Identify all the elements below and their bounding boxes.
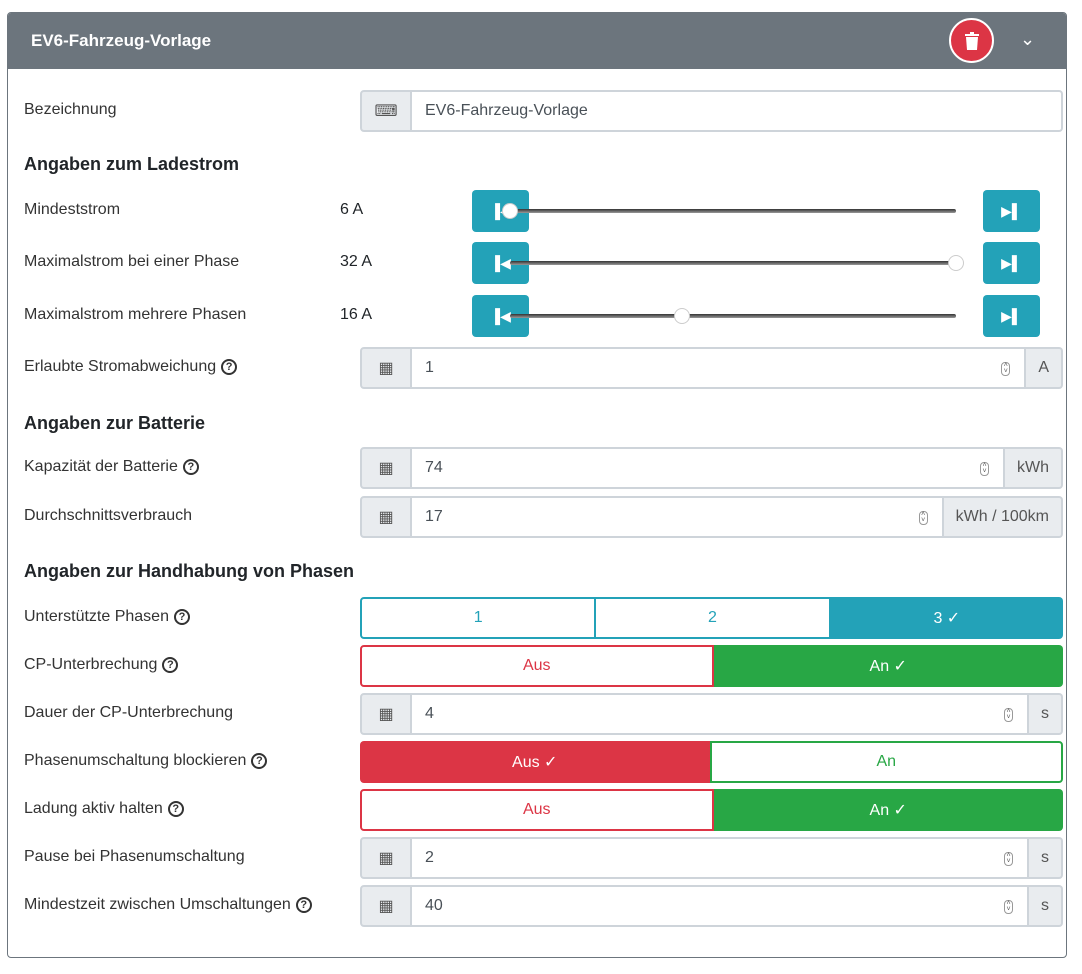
help-icon[interactable]: ? xyxy=(251,753,268,769)
keep-charging-label: Ladung aktiv halten? xyxy=(24,800,184,818)
phases-label: Unterstützte Phasen? xyxy=(24,608,190,626)
cp-interrupt-label: CP-Unterbrechung? xyxy=(24,656,179,674)
phase-option-3[interactable]: 3 ✓ xyxy=(830,597,1063,639)
slider-track[interactable] xyxy=(510,308,956,324)
name-row: Bezeichnung ⌨ EV6-Fahrzeug-Vorlage xyxy=(24,90,1063,132)
slider-label: Mindeststrom xyxy=(24,201,121,218)
spinner-icon[interactable]: ˄ ˅ xyxy=(1004,708,1013,722)
slider-track[interactable] xyxy=(502,203,956,219)
spinner-icon[interactable]: ˄ ˅ xyxy=(918,511,928,525)
cp-duration-label: Dauer der CP-Unterbrechung xyxy=(24,704,233,721)
slider-label: Maximalstrom bei einer Phase xyxy=(24,253,240,270)
calculator-icon: ▦ xyxy=(360,447,412,489)
slider-value: 32 A xyxy=(340,253,373,270)
block-switch-on[interactable]: An xyxy=(709,741,1063,783)
spinner-icon[interactable]: ˄ ˅ xyxy=(980,462,989,476)
deviation-input[interactable]: 1 ˄ ˅ xyxy=(412,347,1027,389)
phase-option-1[interactable]: 1 xyxy=(360,597,597,639)
min-time-row: Mindestzeit zwischen Umschaltungen? ▦ 40 ˄… xyxy=(24,885,1063,927)
unit-addon: kWh xyxy=(1005,447,1063,489)
calculator-icon: ▦ xyxy=(360,347,412,389)
help-icon[interactable]: ? xyxy=(295,897,312,913)
min-time-label: Mindestzeit zwischen Umschaltungen? xyxy=(24,896,312,914)
slider-row: Mindeststrom 6 A ▐◀ ▶▌ xyxy=(24,190,1063,232)
capacity-row: Kapazität der Batterie? ▦ 74 ˄ ˅ kWh xyxy=(24,447,1063,489)
switch-pause-input[interactable]: 2 ˄ ˅ xyxy=(412,837,1029,879)
cp-interrupt-row: CP-Unterbrechung? Aus An ✓ xyxy=(24,645,1063,687)
keyboard-icon: ⌨ xyxy=(360,90,412,132)
section-heading-phases: Angaben zur Handhabung von Phasen xyxy=(24,561,355,581)
deviation-label: Erlaubte Stromabweichung? xyxy=(24,358,238,376)
slider-value: 6 A xyxy=(340,201,364,218)
section-heading-current: Angaben zum Ladestrom xyxy=(24,154,240,174)
phases-row: Unterstützte Phasen? 1 2 3 ✓ xyxy=(24,597,1063,639)
cp-duration-input[interactable]: 4 ˄ ˅ xyxy=(412,693,1029,735)
slider-value: 16 A xyxy=(340,306,373,323)
calculator-icon: ▦ xyxy=(360,496,412,538)
unit-addon: s xyxy=(1029,885,1063,927)
unit-addon: s xyxy=(1029,693,1063,735)
help-icon[interactable]: ? xyxy=(182,459,199,475)
unit-addon: A xyxy=(1026,347,1063,389)
help-icon[interactable]: ? xyxy=(162,657,179,673)
cp-interrupt-on[interactable]: An ✓ xyxy=(713,645,1063,687)
keep-charging-on[interactable]: An ✓ xyxy=(713,789,1063,831)
consumption-label: Durchschnittsverbrauch xyxy=(24,507,193,524)
slider-thumb[interactable] xyxy=(948,255,964,271)
unit-addon: kWh / 100km xyxy=(943,496,1063,538)
block-switch-row: Phasenumschaltung blockieren? Aus ✓ An xyxy=(24,741,1063,783)
help-icon[interactable]: ? xyxy=(167,801,184,817)
delete-button[interactable] xyxy=(949,18,994,63)
slider-row: Maximalstrom mehrere Phasen 16 A ▐◀ ▶▌ xyxy=(24,295,1063,337)
vehicle-template-panel: EV6-Fahrzeug-Vorlage ⌄ xyxy=(7,12,1067,958)
section-heading-battery: Angaben zur Batterie xyxy=(24,413,206,433)
trash-icon xyxy=(964,31,979,50)
slider-row: Maximalstrom bei einer Phase 32 A ▐◀ ▶▌ xyxy=(24,242,1063,284)
step-forward-button[interactable]: ▶▌ xyxy=(983,242,1040,284)
keep-charging-row: Ladung aktiv halten? Aus An ✓ xyxy=(24,789,1063,831)
panel-title: EV6-Fahrzeug-Vorlage xyxy=(31,31,212,50)
spinner-icon[interactable]: ˄ ˅ xyxy=(1001,362,1011,376)
slider-track[interactable] xyxy=(510,255,964,271)
spinner-icon[interactable]: ˄ ˅ xyxy=(1004,852,1013,866)
cp-interrupt-off[interactable]: Aus xyxy=(360,645,714,687)
name-input[interactable]: EV6-Fahrzeug-Vorlage xyxy=(412,90,1063,132)
consumption-input[interactable]: 17 ˄ ˅ xyxy=(412,496,944,538)
switch-pause-label: Pause bei Phasenumschaltung xyxy=(24,848,245,865)
calculator-icon: ▦ xyxy=(360,693,412,735)
block-switch-off[interactable]: Aus ✓ xyxy=(360,741,710,783)
min-time-input[interactable]: 40 ˄ ˅ xyxy=(412,885,1029,927)
spinner-icon[interactable]: ˄ ˅ xyxy=(1004,900,1013,914)
calculator-icon: ▦ xyxy=(360,885,412,927)
slider-thumb[interactable] xyxy=(673,308,690,324)
capacity-label: Kapazität der Batterie? xyxy=(24,458,199,476)
phase-option-2[interactable]: 2 xyxy=(596,597,831,639)
deviation-row: Erlaubte Stromabweichung? ▦ 1 ˄ ˅ A xyxy=(24,347,1063,389)
step-forward-button[interactable]: ▶▌ xyxy=(983,295,1040,337)
calculator-icon: ▦ xyxy=(360,837,412,879)
keep-charging-off[interactable]: Aus xyxy=(360,789,714,831)
panel-header[interactable]: EV6-Fahrzeug-Vorlage ⌄ xyxy=(8,13,1066,69)
step-forward-button[interactable]: ▶▌ xyxy=(983,190,1040,232)
consumption-row: Durchschnittsverbrauch ▦ 17 ˄ ˅ kWh / 100km xyxy=(24,496,1063,538)
help-icon[interactable]: ? xyxy=(221,359,238,375)
chevron-down-icon[interactable]: ⌄ xyxy=(1020,29,1036,49)
name-label: Bezeichnung xyxy=(24,101,117,118)
help-icon[interactable]: ? xyxy=(173,609,190,625)
block-switch-label: Phasenumschaltung blockieren? xyxy=(24,752,268,770)
slider-thumb[interactable] xyxy=(502,203,518,219)
switch-pause-row: Pause bei Phasenumschaltung ▦ 2 ˄ ˅ s xyxy=(24,837,1063,879)
cp-duration-row: Dauer der CP-Unterbrechung ▦ 4 ˄ ˅ s xyxy=(24,693,1063,735)
slider-label: Maximalstrom mehrere Phasen xyxy=(24,306,247,323)
unit-addon: s xyxy=(1029,837,1063,879)
capacity-input[interactable]: 74 ˄ ˅ xyxy=(412,447,1005,489)
